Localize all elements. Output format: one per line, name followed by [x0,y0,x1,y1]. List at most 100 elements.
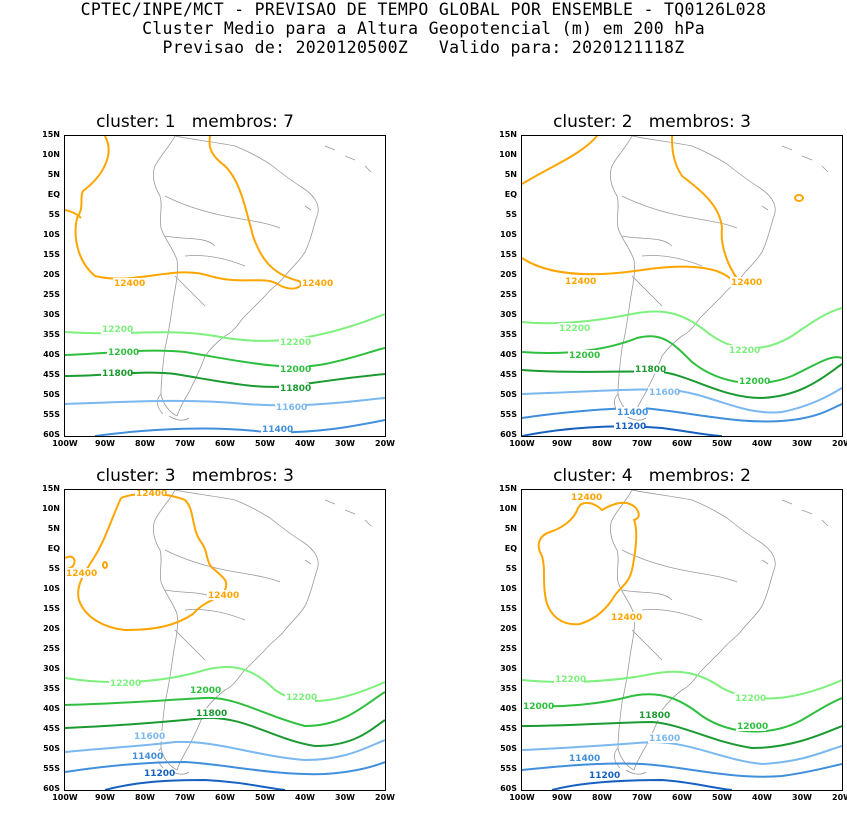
contour-12400-dot [102,561,108,569]
lon-tick-label: 90W [95,439,115,448]
contour-label: 11800 [280,384,311,394]
lat-tick-label: 50S [43,744,60,753]
coastline-segment [152,490,178,771]
lon-tick-label: 20W [375,793,395,802]
contour-label-bg [133,731,163,741]
lon-tick-label: 70W [632,439,652,448]
header-line-3: Previsao de: 2020120500Z Valido para: 20… [162,38,685,57]
contour-label: 12400 [208,591,239,601]
coastline-segment [621,589,673,661]
contour-12400b [522,136,742,285]
lat-tick-label: 50S [500,390,517,399]
contour-label: 11800 [196,709,227,719]
map-svg: 12400 12400 12200 12200 12000 12000 11800 11600… [522,490,842,790]
contour-11400 [94,419,385,436]
contour-label: 11800 [635,365,666,375]
lat-tick-label: 15N [42,484,60,493]
lon-tick-label: 90W [552,439,572,448]
contour-12400 [74,136,302,290]
contour-12400-loop [794,194,804,202]
contour-label: 11600 [649,388,680,398]
lat-tick-label: 40S [500,350,517,359]
contour-label-bg [728,345,758,355]
lat-tick-label: 15N [499,484,517,493]
lat-tick-label: 15S [500,604,517,613]
lat-tick-label: 40S [43,350,60,359]
lon-tick-label: 50W [712,439,732,448]
coastline-segment [304,145,372,211]
contour-label: 12000 [739,377,770,387]
coastline-segment [157,393,190,421]
lon-tick-label: 60W [215,439,235,448]
panel-title: cluster: 4 membros: 2 [553,466,751,486]
contour-label-bg [554,674,584,684]
contour-label-bg [730,277,760,287]
lat-tick-label: 20S [43,270,60,279]
lon-tick-label: 50W [255,793,275,802]
contour-12400b [65,209,82,219]
contour-label-bg [638,710,668,720]
lon-tick-label: 20W [375,439,395,448]
contour-label-bg [131,751,161,761]
contour-label: 11400 [262,425,293,435]
lat-tick-label: 15S [43,250,60,259]
coastline [609,136,829,421]
contour-map: 12400 12400 12200 12200 12000 12000 11800 11600… [521,489,843,791]
lat-tick-label: 5N [504,524,517,533]
contour-label: 12200 [729,346,760,356]
contour-11800 [522,363,842,400]
cluster-panel-2: cluster: 2 membros: 3 12400 12400 12200 122… [457,112,847,462]
lat-tick-label: 5S [505,210,517,219]
coastline [152,136,372,421]
lon-tick-label: 70W [632,793,652,802]
contour-label-bg [558,323,588,333]
coastline-segment [621,549,738,621]
coastline [609,490,829,775]
contour-label: 12200 [559,324,590,334]
lat-tick-label: 15N [42,130,60,139]
contour-map: 12400 12400 12200 12200 12000 12000 11800 11800… [64,135,386,437]
contour-label: 12000 [280,365,311,375]
coastline-segment [152,136,178,417]
lat-tick-label: 10N [42,504,60,513]
contour-label: 12400 [565,277,596,287]
contour-label-bg [568,350,598,360]
contour-11600 [65,739,385,762]
coastline-segment [164,235,216,307]
contour-label-bg [279,337,309,347]
contour-label-bg [189,685,219,695]
lon-tick-label: 70W [175,439,195,448]
lat-tick-label: 10S [500,230,517,239]
contour-map: 12400 12400 12400 12200 12200 12000 11800 11600… [64,489,386,791]
contour-map: 12400 12400 12200 12200 12000 12000 11800 11600… [521,135,843,437]
lon-tick-label: 40W [752,793,772,802]
contour-11600 [522,387,842,414]
lon-tick-label: 50W [712,793,732,802]
panel-title: cluster: 1 membros: 7 [96,112,294,132]
lat-tick-label: 35S [500,330,517,339]
lon-tick-label: 100W [509,793,535,802]
contour-label: 12400 [611,613,642,623]
lon-tick-label: 100W [509,439,535,448]
coastline-segment [621,235,673,307]
lat-tick-label: 10N [499,504,517,513]
contour-label-bg [275,402,305,412]
contour-label: 12400 [114,279,145,289]
contour-label: 12200 [110,679,141,689]
lat-tick-label: 10S [43,230,60,239]
contour-12400 [537,501,640,626]
lat-tick-label: 55S [43,410,60,419]
contour-label: 12200 [735,694,766,704]
contour-label-bg [634,364,664,374]
contour-label-bg [195,708,225,718]
coastline [152,490,372,775]
contour-label: 12200 [102,325,133,335]
lon-tick-label: 80W [592,439,612,448]
lat-tick-label: 5N [504,170,517,179]
contour-12400 [77,492,228,632]
contour-label: 11200 [589,771,620,781]
contour-label-bg [588,770,618,780]
cluster-panel-4: cluster: 4 membros: 2 12400 12400 12200 122… [457,466,847,816]
contour-label-bg [616,407,646,417]
contour-label: 12200 [286,693,317,703]
